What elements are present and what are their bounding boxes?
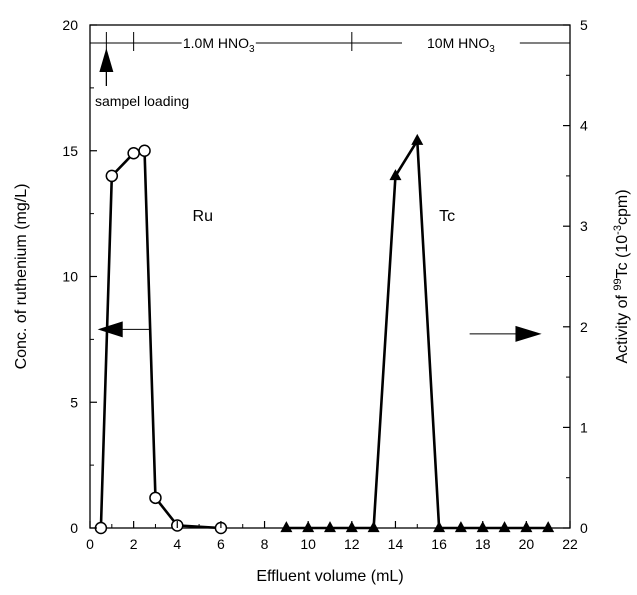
data-point-ru	[138, 144, 151, 157]
x-tick-label: 10	[300, 536, 316, 552]
y2-tick-label: 3	[580, 218, 588, 234]
sample-loading-label: sampel loading	[95, 93, 189, 109]
series-label-tc: Tc	[439, 208, 455, 225]
y-tick-label: 10	[62, 269, 78, 285]
left-axis-arrow-head	[97, 321, 123, 338]
x-tick-label: 18	[475, 536, 491, 552]
data-point-ru	[105, 169, 119, 183]
data-point-ru	[149, 491, 162, 505]
y-axis-left-title: Conc. of ruthenium (mg/L)	[13, 184, 30, 370]
data-point-tc	[389, 169, 402, 181]
y2-tick-label: 1	[580, 419, 588, 435]
y-tick-label: 0	[70, 520, 78, 536]
elution-label-1: 1.0M HNO3	[183, 35, 255, 55]
x-tick-label: 20	[519, 536, 535, 552]
elution-annotations	[90, 32, 570, 342]
elution-label-2: 10M HNO3	[427, 35, 495, 55]
y-tick-label: 20	[62, 17, 78, 33]
x-tick-label: 14	[388, 536, 404, 552]
loading-arrow-head	[99, 48, 114, 72]
x-axis-title: Effluent volume (mL)	[256, 568, 403, 585]
x-tick-label: 6	[217, 536, 225, 552]
right-axis-arrow-head	[515, 325, 542, 342]
x-tick-label: 4	[173, 536, 181, 552]
x-tick-label: 0	[86, 536, 94, 552]
series-line-tc	[286, 139, 549, 530]
data-point-ru	[94, 521, 108, 535]
data-point-ru	[127, 147, 140, 160]
y2-tick-label: 0	[580, 520, 588, 536]
y-tick-label: 15	[62, 143, 78, 159]
y-axis-right-title: Activity of 99Tc (10-3cpm)	[612, 189, 631, 363]
y2-tick-label: 5	[580, 17, 588, 33]
series-label-ru: Ru	[193, 208, 213, 225]
data-point-tc	[411, 133, 424, 145]
x-tick-label: 16	[431, 536, 447, 552]
y2-tick-label: 4	[580, 118, 588, 134]
x-tick-label: 22	[562, 536, 578, 552]
x-tick-label: 12	[344, 536, 360, 552]
y-tick-label: 5	[70, 394, 78, 410]
y2-tick-label: 2	[580, 319, 588, 335]
x-tick-label: 8	[261, 536, 269, 552]
x-tick-label: 2	[130, 536, 138, 552]
